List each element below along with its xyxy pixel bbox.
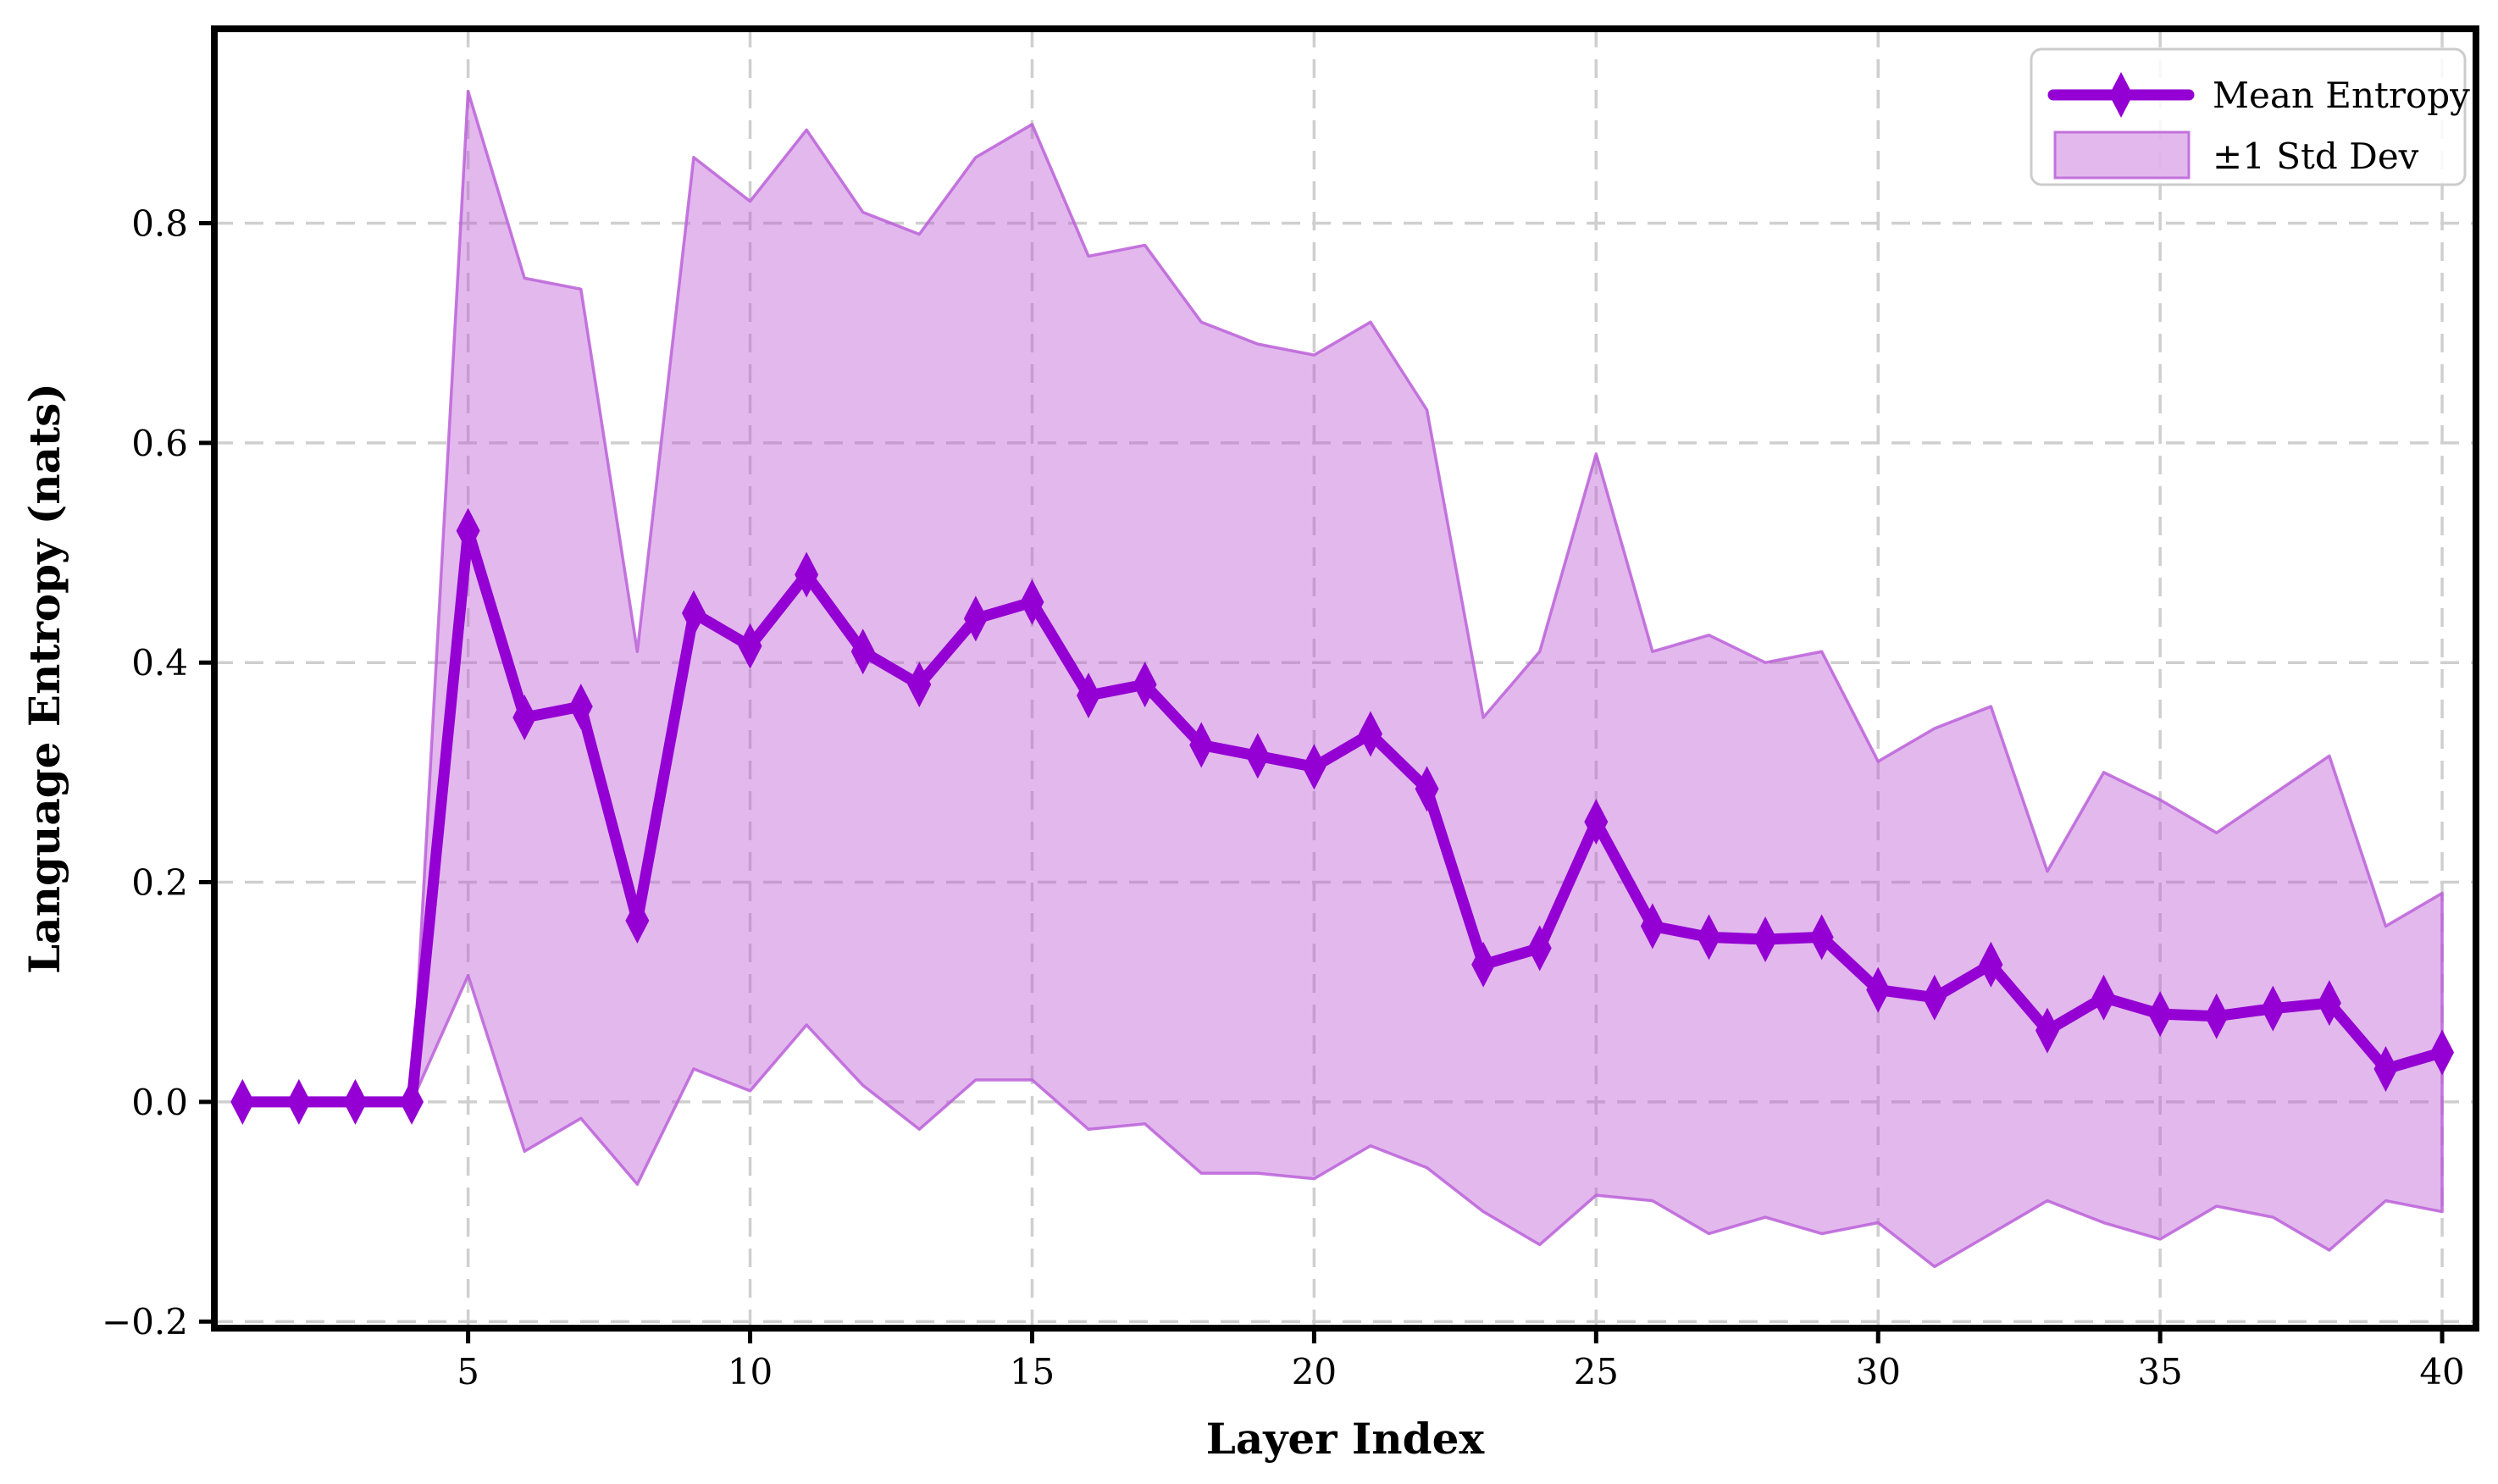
x-tick-label-35: 35 bbox=[2137, 1351, 2182, 1393]
data-point-marker-layer-11 bbox=[795, 551, 819, 598]
data-point-marker-layer-2 bbox=[286, 1078, 311, 1125]
data-point-marker-layer-9 bbox=[681, 590, 706, 636]
data-point-marker-layer-22 bbox=[1415, 766, 1439, 812]
data-point-marker-layer-19 bbox=[1245, 733, 1270, 779]
y-axis-label: Language Entropy (nats) bbox=[19, 383, 69, 974]
data-point-marker-layer-29 bbox=[1809, 914, 1834, 961]
data-point-marker-layer-27 bbox=[1697, 914, 1721, 961]
legend-box bbox=[2030, 47, 2467, 186]
data-point-marker-layer-7 bbox=[568, 684, 593, 730]
data-point-marker-layer-13 bbox=[907, 662, 932, 708]
data-point-marker-layer-21 bbox=[1358, 711, 1382, 757]
data-point-marker-layer-32 bbox=[1979, 941, 2003, 988]
x-axis-label: Layer Index bbox=[1206, 1414, 1486, 1464]
data-point-marker-layer-12 bbox=[850, 628, 875, 675]
data-point-marker-layer-18 bbox=[1189, 722, 1214, 768]
x-tick-label-20: 20 bbox=[1292, 1351, 1337, 1393]
data-point-marker-layer-34 bbox=[2091, 974, 2116, 1021]
y-tick-label-0.4: 0.4 bbox=[131, 642, 188, 684]
axes-spines bbox=[211, 25, 2479, 1332]
data-point-marker-layer-38 bbox=[2317, 980, 2341, 1027]
data-point-marker-layer-10 bbox=[738, 623, 762, 669]
data-point-marker-layer-14 bbox=[963, 595, 988, 642]
data-point-marker-layer-33 bbox=[2035, 1007, 2059, 1054]
legend-label-mean-entropy: Mean Entropy bbox=[2213, 75, 2470, 116]
x-tick-label-30: 30 bbox=[1855, 1351, 1900, 1393]
y-tick-label-0.6: 0.6 bbox=[131, 423, 188, 464]
mean-entropy-line bbox=[236, 525, 2448, 1108]
x-tick-label-10: 10 bbox=[728, 1351, 773, 1393]
data-point-marker-layer-16 bbox=[1077, 673, 1101, 719]
y-tick-label-0.2: 0.2 bbox=[131, 862, 188, 904]
data-point-marker-layer-36 bbox=[2204, 993, 2229, 1039]
y-tick-label-0.8: 0.8 bbox=[131, 203, 188, 245]
data-point-marker-layer-5 bbox=[456, 507, 480, 554]
x-tick-label-5: 5 bbox=[457, 1351, 479, 1393]
data-point-marker-layer-3 bbox=[343, 1078, 368, 1125]
axes-background bbox=[214, 29, 2476, 1328]
legend-diamond-marker bbox=[2109, 72, 2133, 118]
data-point-marker-layer-1 bbox=[230, 1078, 255, 1125]
data-point-marker-layer-20 bbox=[1302, 744, 1327, 790]
data-point-marker-layer-17 bbox=[1133, 662, 1157, 708]
data-point-marker-layer-8 bbox=[625, 897, 650, 944]
data-point-marker-layer-28 bbox=[1753, 916, 1778, 962]
data-point-marker-layer-35 bbox=[2148, 991, 2173, 1038]
x-tick-label-40: 40 bbox=[2419, 1351, 2464, 1393]
data-point-marker-layer-40 bbox=[2430, 1029, 2455, 1076]
data-point-marker-layer-6 bbox=[512, 695, 537, 741]
x-tick-label-15: 15 bbox=[1010, 1351, 1055, 1393]
data-point-marker-layer-37 bbox=[2261, 985, 2285, 1032]
data-point-marker-layer-31 bbox=[1922, 974, 1947, 1021]
y-tick-label-−0.2: −0.2 bbox=[102, 1301, 188, 1343]
data-point-marker-layer-23 bbox=[1471, 941, 1496, 988]
legend-band-patch bbox=[2053, 130, 2191, 180]
data-point-marker-layer-25 bbox=[1584, 799, 1609, 845]
y-tick-label-0.0: 0.0 bbox=[131, 1082, 188, 1123]
data-point-marker-layer-15 bbox=[1020, 579, 1044, 625]
data-point-marker-layer-24 bbox=[1527, 925, 1552, 972]
data-point-marker-layer-30 bbox=[1866, 966, 1891, 1013]
data-point-marker-layer-4 bbox=[400, 1078, 424, 1125]
x-tick-label-25: 25 bbox=[1574, 1351, 1619, 1393]
legend-label-std-dev: ±1 Std Dev bbox=[2213, 136, 2419, 177]
data-point-marker-layer-39 bbox=[2373, 1045, 2398, 1092]
data-point-marker-layer-26 bbox=[1640, 903, 1664, 950]
